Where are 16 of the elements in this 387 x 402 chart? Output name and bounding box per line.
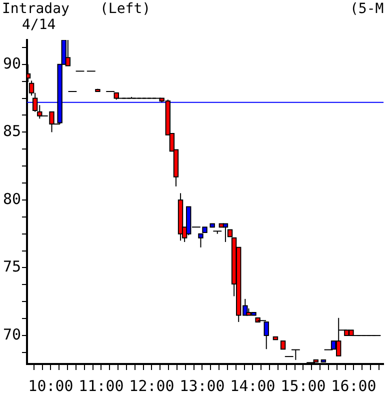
y-tick-label: 70 (2, 325, 21, 344)
chart-subtitle: (5-M (350, 1, 384, 17)
x-tick-label: 12:00 (129, 376, 174, 395)
x-tick-label: 11:00 (78, 376, 124, 395)
x-tick-label: 14:00 (230, 376, 276, 395)
x-tick-label: 13:00 (180, 376, 225, 395)
x-tick-label: 15:00 (280, 376, 326, 395)
text: Intraday (2, 1, 70, 17)
chart-title: (Left) (100, 1, 151, 17)
y-tick-label: 90 (2, 54, 21, 72)
x-tick-label: 10:00 (28, 376, 74, 395)
x-tick-label: 16:00 (331, 376, 376, 395)
text: 4/14 (22, 17, 56, 33)
y-tick-label: 85 (2, 122, 21, 140)
y-tick-label: 75 (2, 258, 21, 276)
y-tick-label: 80 (2, 190, 21, 208)
